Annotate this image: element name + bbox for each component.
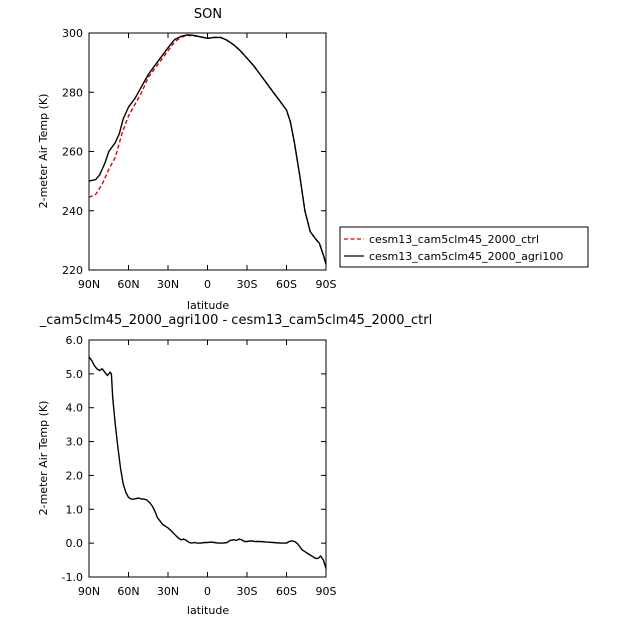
y-tick-label: 5.0 (66, 368, 84, 381)
x-axis-label: latitude (187, 299, 229, 312)
series-lines (88, 34, 327, 265)
y-axis-label: 2-meter Air Temp (K) (37, 401, 50, 516)
y-axis-ticks: -1.0 0.0 1.0 2.0 3.0 4.0 5.0 6.0 (62, 334, 326, 584)
y-tick-label: 0.0 (66, 537, 84, 550)
y-tick-label: 1.0 (66, 503, 84, 516)
x-axis-ticks: 90N 60N 30N 0 30S 60S 90S (78, 340, 337, 598)
legend-label-agri100: cesm13_cam5clm45_2000_agri100 (369, 250, 563, 263)
x-tick-label: 30N (157, 585, 179, 598)
plot-frame (88, 32, 327, 271)
y-tick-label: 300 (62, 27, 83, 40)
series-lines (88, 356, 327, 569)
y-tick-label: 260 (62, 146, 83, 159)
x-tick-label: 60N (117, 585, 139, 598)
y-axis-label: 2-meter Air Temp (K) (37, 94, 50, 209)
x-tick-label: 90S (316, 278, 337, 291)
series-line-cesm13_cam5clm45_2000_agri100 (88, 34, 327, 265)
y-axis-ticks: 220 240 260 280 300 (62, 27, 326, 277)
y-tick-label: 280 (62, 86, 83, 99)
y-tick-label: 4.0 (66, 402, 84, 415)
x-tick-label: 60S (276, 585, 297, 598)
x-axis-label: latitude (187, 604, 229, 617)
x-tick-label: 0 (204, 278, 211, 291)
x-axis-ticks: 90N 60N 30N 0 30S 60S 90S (78, 33, 337, 291)
y-tick-label: 3.0 (66, 436, 84, 449)
series-line-series-0 (88, 356, 327, 569)
legend-label-ctrl: cesm13_cam5clm45_2000_ctrl (369, 233, 539, 246)
chart-title: SON (194, 7, 222, 22)
x-tick-label: 60N (117, 278, 139, 291)
y-tick-label: 240 (62, 205, 83, 218)
x-tick-label: 30N (157, 278, 179, 291)
x-tick-label: 0 (204, 585, 211, 598)
legend-box (339, 226, 589, 268)
x-tick-label: 30S (237, 278, 258, 291)
chart-title: _cam5clm45_2000_agri100 - cesm13_cam5clm… (39, 313, 432, 328)
x-tick-label: 90N (78, 278, 100, 291)
x-tick-label: 90N (78, 585, 100, 598)
chart-bottom: _cam5clm45_2000_agri100 - cesm13_cam5clm… (37, 313, 432, 617)
y-tick-label: 6.0 (66, 334, 84, 347)
x-tick-label: 90S (316, 585, 337, 598)
legend: cesm13_cam5clm45_2000_ctrl cesm13_cam5cl… (339, 226, 589, 268)
y-tick-label: 220 (62, 264, 83, 277)
y-tick-label: -1.0 (62, 571, 83, 584)
series-line-cesm13_cam5clm45_2000_ctrl (88, 34, 327, 265)
x-tick-label: 30S (237, 585, 258, 598)
x-tick-label: 60S (276, 278, 297, 291)
y-tick-label: 2.0 (66, 469, 84, 482)
